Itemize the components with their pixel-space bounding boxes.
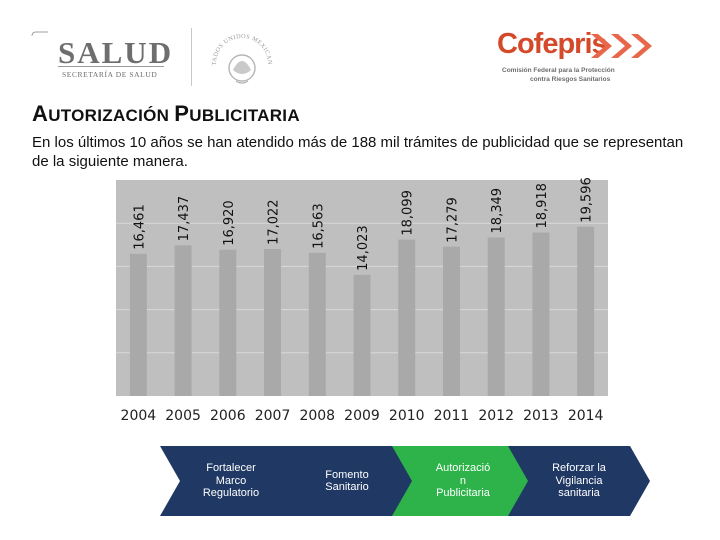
data-label-2005: 17,437	[177, 196, 192, 242]
title-initial-1: A	[32, 101, 49, 126]
header-divider	[191, 28, 192, 86]
svg-text:ESTADOS UNIDOS MEXICANOS: ESTADOS UNIDOS MEXICANOS	[206, 24, 273, 66]
data-label-2012: 18,349	[490, 188, 505, 234]
data-label-2004: 16,461	[132, 204, 147, 250]
x-tick-2014: 2014	[568, 408, 604, 424]
chevron-shape	[392, 446, 534, 516]
bar-2011	[442, 246, 460, 396]
chevron-shape	[160, 446, 302, 516]
process-step-label: Fortalecer Marco Regulatorio	[202, 462, 260, 500]
page-title: AUTORIZACIÓN PUBLICITARIA	[32, 101, 300, 127]
x-tick-2005: 2005	[165, 408, 201, 424]
data-label-2006: 16,920	[222, 200, 237, 246]
process-step-label: Reforzar la Vigilancia sanitaria	[552, 462, 606, 500]
x-tick-2012: 2012	[478, 408, 514, 424]
cofepris-logo: Cofepris	[497, 28, 608, 61]
bar-2005	[174, 245, 192, 396]
chevron-shape	[508, 446, 650, 516]
x-tick-2010: 2010	[389, 408, 425, 424]
bar-2007	[264, 248, 282, 396]
x-tick-2008: 2008	[299, 408, 335, 424]
process-step-2: Fomento Sanitario	[276, 446, 418, 516]
x-tick-2007: 2007	[255, 408, 291, 424]
x-tick-2013: 2013	[523, 408, 559, 424]
bar-2008	[308, 252, 326, 396]
salud-logo-frame	[31, 31, 48, 37]
intro-text: En los últimos 10 años se han atendido m…	[32, 134, 684, 170]
title-rest-2: UBLICITARIA	[189, 106, 300, 125]
title-rest-1: UTORIZACIÓN	[48, 106, 170, 125]
x-tick-2009: 2009	[344, 408, 380, 424]
cofepris-subtitle-line2: contra Riesgos Sanitarios	[530, 76, 611, 83]
x-tick-2004: 2004	[121, 408, 157, 424]
x-tick-2006: 2006	[210, 408, 246, 424]
process-step-3: Autorizació n Publicitaria	[392, 446, 534, 516]
data-label-2014: 19,596	[580, 177, 595, 223]
process-step-4: Reforzar la Vigilancia sanitaria	[508, 446, 650, 516]
data-label-2008: 16,563	[311, 203, 326, 249]
x-tick-2011: 2011	[434, 408, 470, 424]
process-step-label: Autorizació n Publicitaria	[435, 462, 491, 500]
bar-2010	[398, 239, 416, 396]
title-initial-2: P	[174, 101, 190, 126]
data-label-2009: 14,023	[356, 225, 371, 271]
process-step-1: Fortalecer Marco Regulatorio	[160, 446, 302, 516]
bar-2014	[577, 226, 595, 396]
bar-2013	[532, 232, 550, 396]
bar-2006	[219, 249, 237, 396]
chevron-shape	[276, 446, 418, 516]
cofepris-subtitle-line1: Comisión Federal para la Protección	[502, 67, 615, 74]
salud-logo-rule	[58, 66, 164, 67]
mexico-seal-icon: ESTADOS UNIDOS MEXICANOS	[206, 24, 273, 84]
cofepris-logo-text: Cofepris	[497, 28, 608, 60]
data-label-2011: 17,279	[445, 197, 460, 243]
bar-2004	[129, 253, 147, 396]
salud-logo: SALUD	[58, 35, 174, 70]
bar-2012	[487, 237, 505, 396]
plot-area	[116, 180, 608, 396]
cofepris-arrows-icon	[591, 34, 652, 58]
data-label-2013: 18,918	[535, 183, 550, 229]
data-label-2010: 18,099	[401, 190, 416, 236]
bar-2009	[353, 274, 371, 396]
data-label-2007: 17,022	[267, 199, 282, 245]
salud-logo-subtitle: SECRETARÍA DE SALUD	[62, 70, 158, 79]
seal-text: ESTADOS UNIDOS MEXICANOS	[206, 24, 273, 66]
process-step-label: Fomento Sanitario	[325, 468, 369, 494]
